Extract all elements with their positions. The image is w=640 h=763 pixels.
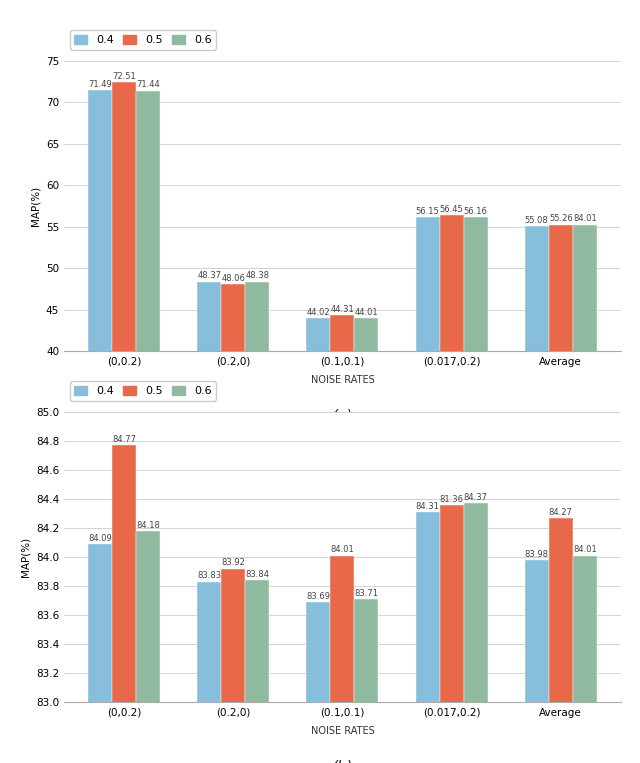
Bar — [463, 217, 488, 682]
Bar — [463, 504, 488, 763]
Text: 84.27: 84.27 — [549, 507, 573, 517]
Bar — [525, 226, 548, 682]
Y-axis label: MAP(%): MAP(%) — [30, 186, 40, 226]
Bar — [197, 282, 221, 682]
Text: 84.31: 84.31 — [415, 502, 440, 511]
Bar — [330, 555, 355, 763]
X-axis label: NOISE RATES: NOISE RATES — [310, 375, 374, 385]
Text: 56.45: 56.45 — [440, 204, 463, 214]
Text: 84.01: 84.01 — [573, 214, 596, 224]
Text: 48.37: 48.37 — [197, 272, 221, 281]
Text: 83.69: 83.69 — [307, 592, 330, 600]
Bar — [415, 217, 440, 682]
Text: 83.92: 83.92 — [221, 559, 245, 568]
Bar — [112, 82, 136, 682]
Text: 84.37: 84.37 — [463, 493, 488, 502]
Legend: 0.4, 0.5, 0.6: 0.4, 0.5, 0.6 — [70, 31, 216, 50]
Text: 44.01: 44.01 — [355, 307, 378, 317]
Text: 72.51: 72.51 — [112, 72, 136, 81]
Bar — [221, 568, 245, 763]
Bar — [330, 315, 355, 682]
Bar — [245, 282, 269, 682]
Bar — [548, 518, 573, 763]
Text: 84.18: 84.18 — [136, 520, 160, 530]
X-axis label: NOISE RATES: NOISE RATES — [310, 726, 374, 736]
Text: 84.77: 84.77 — [112, 435, 136, 444]
Text: 84.01: 84.01 — [330, 546, 355, 555]
Bar — [245, 580, 269, 763]
Bar — [548, 224, 573, 682]
Text: 48.38: 48.38 — [245, 272, 269, 280]
Bar — [355, 599, 378, 763]
Bar — [88, 90, 112, 682]
Bar — [573, 224, 596, 682]
Bar — [415, 512, 440, 763]
Bar — [136, 531, 160, 763]
Bar — [440, 214, 463, 682]
Text: 48.06: 48.06 — [221, 274, 245, 283]
Text: (b): (b) — [332, 760, 353, 763]
Text: 55.08: 55.08 — [525, 216, 548, 225]
Text: 83.84: 83.84 — [245, 570, 269, 579]
Bar — [221, 284, 245, 682]
Text: 83.71: 83.71 — [355, 589, 378, 598]
Bar — [136, 91, 160, 682]
Bar — [525, 560, 548, 763]
Legend: 0.4, 0.5, 0.6: 0.4, 0.5, 0.6 — [70, 382, 216, 401]
Bar — [573, 555, 596, 763]
Text: 81.36: 81.36 — [440, 494, 463, 504]
Bar — [88, 544, 112, 763]
Text: 83.83: 83.83 — [197, 571, 221, 581]
Text: 55.26: 55.26 — [549, 214, 573, 224]
Text: 56.16: 56.16 — [463, 207, 488, 216]
Text: 71.49: 71.49 — [88, 80, 112, 89]
Text: (a): (a) — [332, 409, 353, 424]
Bar — [307, 317, 330, 682]
Text: 71.44: 71.44 — [136, 80, 160, 89]
Text: 84.09: 84.09 — [88, 534, 112, 542]
Text: 56.15: 56.15 — [416, 207, 440, 216]
Y-axis label: MAP(%): MAP(%) — [20, 537, 30, 577]
Bar — [112, 446, 136, 763]
Bar — [440, 505, 463, 763]
Text: 44.31: 44.31 — [330, 305, 355, 314]
Text: 44.02: 44.02 — [307, 307, 330, 317]
Bar — [307, 602, 330, 763]
Bar — [355, 317, 378, 682]
Bar — [197, 581, 221, 763]
Text: 84.01: 84.01 — [573, 546, 596, 555]
Text: 83.98: 83.98 — [525, 549, 548, 559]
